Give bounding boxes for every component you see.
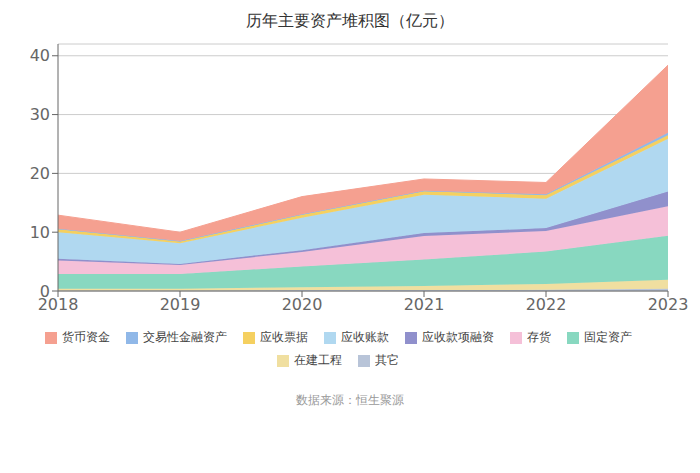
- html-text:其它: 其它: [375, 353, 399, 367]
- svg-text:40: 40: [30, 46, 50, 65]
- html-text:在建工程: 在建工程: [294, 353, 342, 367]
- html-text:应收票据: 应收票据: [259, 330, 308, 344]
- svg-text:2020: 2020: [282, 295, 323, 314]
- svg-text:2021: 2021: [404, 295, 445, 314]
- svg-text:2023: 2023: [648, 295, 689, 314]
- html-text:存货: 存货: [526, 330, 551, 344]
- svg-text:2022: 2022: [526, 295, 567, 314]
- html-text:货币资金: 货币资金: [61, 330, 110, 344]
- html-text:数据来源：恒生聚源: 数据来源：恒生聚源: [296, 393, 404, 407]
- svg-text:0: 0: [40, 282, 50, 301]
- html-text:应收款项融资: 应收款项融资: [421, 330, 494, 344]
- html-text:应收账款: 应收账款: [340, 330, 389, 344]
- svg-text:20: 20: [30, 164, 50, 183]
- svg-text:10: 10: [30, 223, 50, 242]
- html-text:历年主要资产堆积图（亿元）: 历年主要资产堆积图（亿元）: [246, 11, 454, 30]
- html-text:交易性金融资产: 交易性金融资产: [142, 330, 227, 344]
- svg-text:2018: 2018: [37, 295, 79, 315]
- svg-text:2019: 2019: [160, 295, 201, 314]
- svg-text:30: 30: [30, 105, 50, 124]
- html-text:固定资产: 固定资产: [583, 330, 632, 344]
